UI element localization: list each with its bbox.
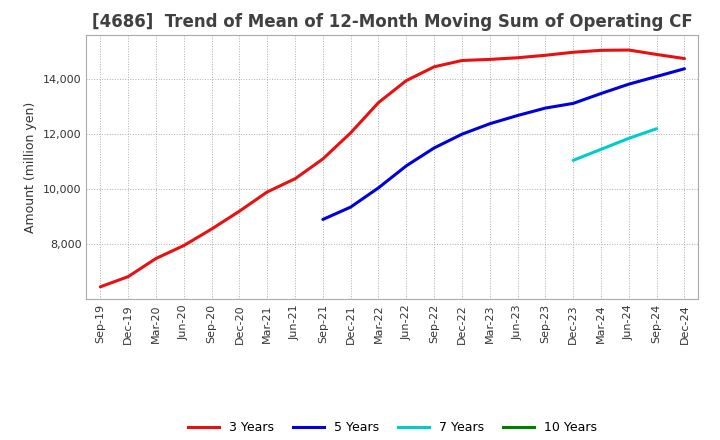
3 Years [207,227,216,232]
5 Years [652,74,661,79]
5 Years [680,66,689,71]
3 Years [430,64,438,70]
3 Years [569,50,577,55]
3 Years [458,58,467,63]
3 Years [680,56,689,61]
7 Years [569,158,577,163]
7 Years [597,147,606,152]
3 Years [513,55,522,60]
5 Years [458,132,467,137]
3 Years [291,176,300,181]
3 Years [624,48,633,53]
3 Years [318,156,327,161]
Line: 3 Years: 3 Years [100,50,685,287]
3 Years [374,100,383,105]
5 Years [541,106,550,111]
3 Years [485,57,494,62]
5 Years [374,185,383,191]
Line: 7 Years: 7 Years [573,128,657,160]
Legend: 3 Years, 5 Years, 7 Years, 10 Years: 3 Years, 5 Years, 7 Years, 10 Years [183,416,602,439]
5 Years [513,113,522,118]
5 Years [597,91,606,96]
5 Years [346,205,355,210]
7 Years [652,126,661,131]
3 Years [124,274,132,279]
5 Years [318,217,327,222]
5 Years [485,121,494,126]
Line: 5 Years: 5 Years [323,69,685,220]
3 Years [652,52,661,57]
3 Years [541,53,550,58]
3 Years [402,78,410,83]
3 Years [346,130,355,136]
Y-axis label: Amount (million yen): Amount (million yen) [24,102,37,233]
3 Years [152,256,161,261]
3 Years [263,189,271,194]
3 Years [179,243,188,248]
5 Years [569,101,577,106]
Title: [4686]  Trend of Mean of 12-Month Moving Sum of Operating CF: [4686] Trend of Mean of 12-Month Moving … [92,13,693,31]
3 Years [597,48,606,53]
3 Years [235,209,243,214]
5 Years [430,145,438,150]
5 Years [624,81,633,87]
5 Years [402,163,410,169]
3 Years [96,284,104,290]
7 Years [624,136,633,141]
